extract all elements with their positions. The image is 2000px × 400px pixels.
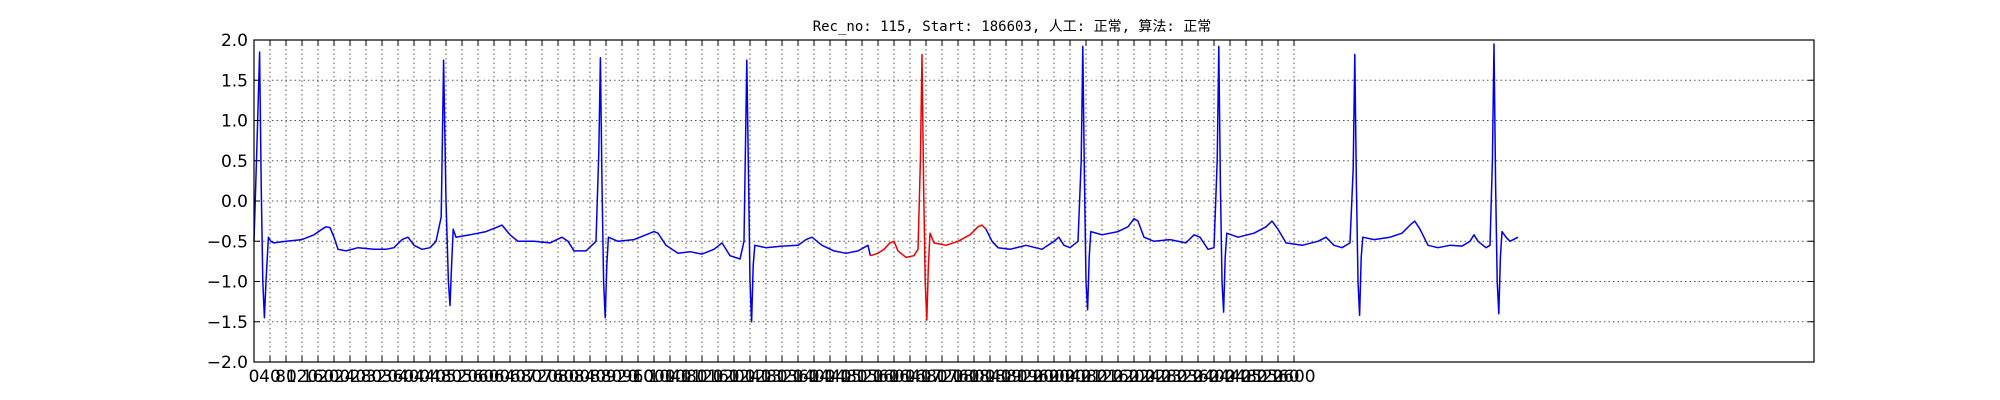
x-tick-label: 440 (414, 367, 446, 387)
x-tick-label: 920 (606, 367, 638, 387)
x-tick-label: 2160 (1096, 367, 1139, 387)
x-tick-label: 480 (430, 367, 462, 387)
grid (254, 40, 1814, 362)
x-tick-label: 1200 (712, 367, 755, 387)
x-tick-label: 2200 (1112, 367, 1155, 387)
x-tick-label: 160 (302, 367, 334, 387)
x-tick-label: 1480 (824, 367, 867, 387)
x-tick-label: 2280 (1144, 367, 1187, 387)
x-tick-label: 2360 (1176, 367, 1219, 387)
ecg-series-line-2 (870, 53, 987, 321)
x-tick-label: 240 (334, 367, 366, 387)
x-tick-label: 2600 (1272, 367, 1315, 387)
chart-title: Rec_no: 115, Start: 186603, 人工: 正常, 算法: … (813, 19, 1212, 35)
x-tick-label: 960 (622, 367, 654, 387)
ecg-series-line-1 (253, 51, 872, 323)
x-tick-label: 2320 (1160, 367, 1203, 387)
y-tick-label: −1.5 (207, 313, 248, 333)
y-axis: 2.0 1.5 1.0 0.5 0.0 −0.5 −1.0 −1.5 −2.0 (207, 31, 1814, 373)
x-tick-label: 600 (478, 367, 510, 387)
x-tick-label: 1160 (696, 367, 739, 387)
x-tick-label: 1560 (856, 367, 899, 387)
x-tick-label: 1080 (664, 367, 707, 387)
x-axis: 0 408012016020024028032036040044048052056… (249, 40, 1316, 387)
x-tick-label: 720 (526, 367, 558, 387)
x-tick-label: 520 (446, 367, 478, 387)
x-tick-label: 1840 (968, 367, 1011, 387)
x-tick-label: 880 (590, 367, 622, 387)
x-tick-label: 1720 (920, 367, 963, 387)
x-tick-label: 1400 (792, 367, 835, 387)
x-tick-label: 840 (574, 367, 606, 387)
x-tick-label: 1240 (728, 367, 771, 387)
x-tick-label: 1520 (840, 367, 883, 387)
x-tick-label: 0 (249, 367, 260, 387)
y-tick-label: 0.5 (221, 152, 248, 172)
x-tick-label: 2520 (1240, 367, 1283, 387)
x-tick-label: 1280 (744, 367, 787, 387)
x-tick-label: 2240 (1128, 367, 1171, 387)
x-tick-label: 2000 (1032, 367, 1075, 387)
x-tick-label: 80 (275, 367, 297, 387)
y-tick-label: 1.5 (221, 71, 248, 91)
x-tick-label: 1320 (760, 367, 803, 387)
x-tick-label: 200 (318, 367, 350, 387)
x-tick-label: 2400 (1192, 367, 1235, 387)
x-tick-label: 680 (510, 367, 542, 387)
x-tick-label: 760 (542, 367, 574, 387)
x-tick-label: 1960 (1016, 367, 1059, 387)
x-tick-label: 1800 (952, 367, 995, 387)
x-tick-label: 1640 (888, 367, 931, 387)
x-tick-label: 40 (259, 367, 281, 387)
x-tick-label: 1040 (648, 367, 691, 387)
y-tick-label: −0.5 (207, 232, 248, 252)
x-tick-label: 800 (558, 367, 590, 387)
y-tick-label: −1.0 (207, 273, 248, 293)
x-tick-label: 120 (286, 367, 318, 387)
x-tick-label: 320 (366, 367, 398, 387)
x-tick-label: 1760 (936, 367, 979, 387)
x-tick-label: 1600 (872, 367, 915, 387)
y-tick-label: 1.0 (221, 112, 248, 132)
x-tick-label: 360 (382, 367, 414, 387)
x-tick-label: 2040 (1048, 367, 1091, 387)
x-tick-label: 1440 (808, 367, 851, 387)
y-tick-label: 2.0 (221, 31, 248, 51)
x-tick-label: 280 (350, 367, 382, 387)
x-tick-label: 560 (462, 367, 494, 387)
x-tick-label: 1920 (1000, 367, 1043, 387)
x-tick-label: 2080 (1064, 367, 1107, 387)
x-tick-label: 2440 (1208, 367, 1251, 387)
x-tick-label: 1120 (680, 367, 723, 387)
series-group (253, 43, 1519, 323)
x-tick-label: 400 (398, 367, 430, 387)
x-tick-label: 2480 (1224, 367, 1267, 387)
x-tick-label: 1680 (904, 367, 947, 387)
x-tick-label: 1000 (632, 367, 675, 387)
x-tick-label: 2560 (1256, 367, 1299, 387)
y-tick-label: 0.0 (221, 192, 248, 212)
x-tick-label: 2120 (1080, 367, 1123, 387)
y-tick-label: −2.0 (207, 353, 248, 373)
x-tick-label: 1880 (984, 367, 1027, 387)
x-tick-label: 640 (494, 367, 526, 387)
ecg-series-line-3 (985, 43, 1519, 317)
x-tick-label: 1360 (776, 367, 819, 387)
